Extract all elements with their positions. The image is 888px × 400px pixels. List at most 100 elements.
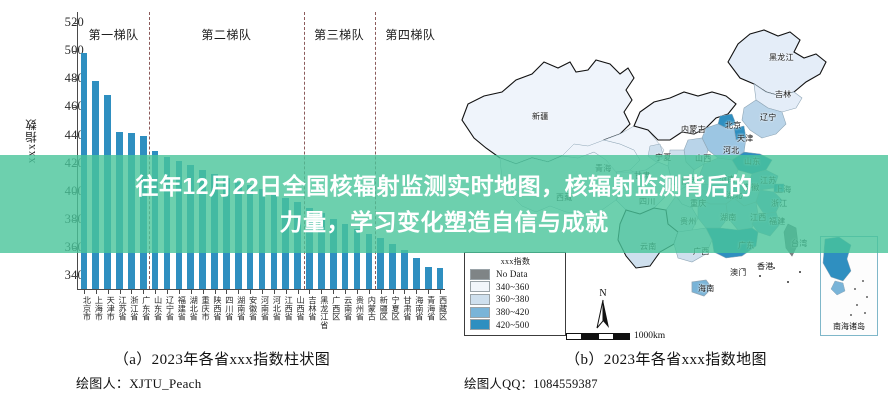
y-axis-tick-mark (73, 79, 78, 81)
y-axis-tick-mark (73, 51, 78, 53)
tier-label: 第二梯队 (201, 28, 252, 42)
title-overlay-banner: 往年12月22日全国核辐射监测实时地图，核辐射监测背后的 力量，学习变化塑造自信… (0, 155, 888, 253)
tier-divider (303, 12, 305, 289)
x-axis-category-label: 甘肃省 (402, 296, 412, 321)
y-axis-tick-label: 340 (64, 267, 84, 282)
x-axis-category-label: 四川省 (224, 296, 234, 321)
tier-label: 第一梯队 (88, 28, 139, 42)
inset-label: 南海诸岛 (833, 322, 865, 331)
x-axis-category-label: 吉林省 (307, 296, 317, 321)
x-axis-category-label: 西藏区 (438, 296, 448, 321)
province-shape-heilongjiang (727, 29, 827, 97)
legend-label: 340~360 (496, 281, 530, 292)
y-axis-tick-mark (73, 23, 78, 25)
legend-swatch (470, 281, 490, 293)
legend-swatch (470, 319, 490, 331)
legend-title: xxx指数 (500, 257, 531, 266)
legend-swatch (470, 268, 490, 280)
x-axis-tick-mark (190, 289, 192, 294)
legend-entry: No Data (470, 268, 561, 281)
bar (424, 266, 432, 289)
x-axis-category-label: 河北省 (271, 296, 281, 321)
y-axis-tick-label: 500 (64, 43, 84, 58)
x-axis-tick-mark (202, 289, 204, 294)
x-axis-category-label: 河南省 (260, 296, 269, 321)
province-label: 北京 (725, 121, 742, 130)
bar (365, 234, 373, 289)
x-axis-category-label: 内蒙古 (366, 296, 376, 321)
legend-label: 380~420 (496, 307, 530, 318)
x-axis-tick-mark (321, 289, 323, 294)
x-axis-tick-mark (297, 289, 299, 294)
x-axis-tick-mark (368, 289, 370, 294)
y-axis-tick-label: 520 (64, 15, 84, 30)
map-scalebar: 1000km (566, 331, 665, 341)
figure-b-credit: 绘图人QQ：1084559387 (464, 377, 598, 391)
tier-label: 第三梯队 (314, 28, 365, 42)
x-axis-tick-mark (380, 289, 382, 294)
x-axis-tick-mark (262, 289, 263, 294)
x-axis-category-label: 福建省 (176, 296, 186, 321)
north-arrow: N (592, 288, 614, 334)
x-axis-category-label: 山东省 (153, 296, 163, 321)
bar (412, 258, 420, 289)
x-axis-tick-mark (345, 289, 347, 294)
x-axis-tick-mark (356, 289, 358, 294)
bar (436, 267, 444, 289)
province-shape-inner-mongolia (633, 91, 737, 141)
x-axis-category-label: 安徽省 (248, 296, 258, 321)
x-axis-category-label: 黑龙江省 (319, 296, 329, 329)
legend-label: No Data (496, 269, 528, 280)
x-axis-tick-mark (143, 289, 145, 294)
legend-label: 360~380 (496, 294, 530, 305)
x-axis-tick-mark (178, 289, 180, 294)
scalebar-label: 1000km (634, 331, 666, 341)
legend-entry: 420~500 (470, 318, 561, 331)
province-label: 黑龙江 (769, 53, 794, 62)
x-axis-category-label: 辽宁省 (165, 296, 175, 321)
province-label: 新疆 (532, 112, 549, 121)
x-axis-category-label: 云南省 (343, 296, 353, 321)
overlay-title-line-1: 往年12月22日全国核辐射监测实时地图，核辐射监测背后的 (135, 173, 753, 199)
province-shape-beijing (717, 113, 737, 129)
y-axis-tick-mark (73, 275, 78, 277)
scalebar-segment (614, 332, 630, 340)
x-axis-category-label: 浙江省 (129, 296, 139, 321)
bar (329, 218, 337, 289)
x-axis-category-label: 山西省 (295, 296, 305, 321)
tier-divider (149, 12, 151, 289)
bar (353, 228, 361, 289)
x-axis-category-label: 天津市 (105, 296, 115, 321)
province-label: 辽宁 (760, 113, 777, 122)
province-label: 内蒙古 (681, 125, 706, 134)
x-axis-tick-mark (273, 289, 275, 294)
scalebar-segment (566, 332, 582, 340)
figure-b-caption: （b）2023年各省xxx指数地图 (565, 352, 767, 368)
bar (377, 238, 385, 289)
x-axis-category-label: 广东省 (141, 296, 151, 321)
y-axis-tick-mark (73, 135, 78, 137)
x-axis-category-label: 宁夏区 (390, 296, 400, 321)
x-axis-tick-mark (392, 289, 394, 294)
legend-swatch (470, 306, 490, 318)
map-legend: xxx指数 No Data 340~360 360~380 380~420 420~50… (464, 252, 566, 336)
x-axis-category-label: 新疆区 (378, 296, 388, 321)
x-axis-category-label: 青海省 (426, 296, 436, 321)
overlay-title-line-2: 力量，学习变化塑造自信与成就 (279, 209, 609, 235)
legend-label: 420~500 (496, 319, 530, 330)
legend-swatch (470, 293, 490, 305)
x-axis-category-label: 海南省 (414, 296, 424, 321)
province-label: 澳门 (730, 268, 747, 277)
bar (341, 224, 349, 289)
bar (401, 249, 408, 289)
x-axis-tick-mark (107, 289, 109, 294)
x-axis-category-label: 广西区 (331, 296, 341, 321)
province-shape-liaoning (741, 99, 787, 139)
x-axis-category-label: 北京市 (81, 296, 91, 321)
tier-label: 第四梯队 (385, 28, 436, 42)
legend-entry: 380~420 (470, 306, 561, 319)
x-axis-tick-mark (238, 289, 240, 294)
x-axis-tick-mark (404, 289, 406, 294)
x-axis-tick-mark (440, 289, 442, 294)
